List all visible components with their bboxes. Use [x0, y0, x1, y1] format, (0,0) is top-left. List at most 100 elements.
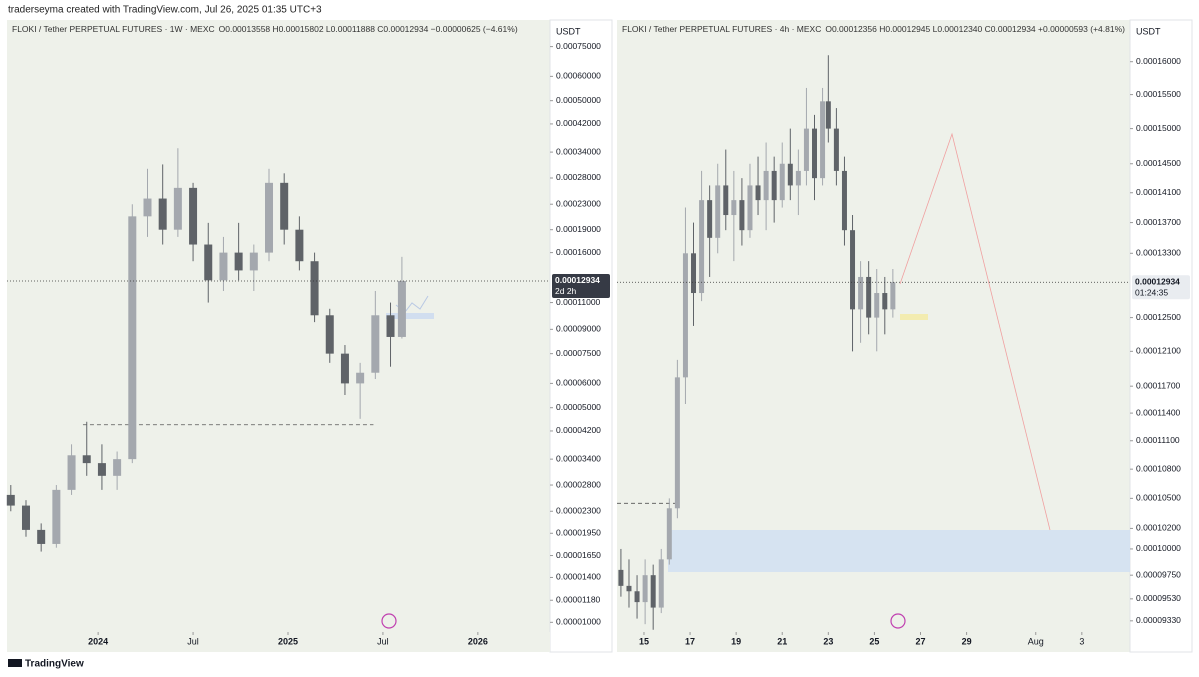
y-tick-label: 0.00060000 [556, 71, 601, 81]
y-tick-label: 0.00009330 [1136, 615, 1181, 625]
candle-body [850, 230, 856, 310]
y-tick-label: 0.00001000 [556, 617, 601, 627]
y-tick-label: 0.00013300 [1136, 248, 1181, 258]
zone-box [900, 314, 928, 320]
candle-body [715, 185, 721, 238]
y-tick-label: 0.00011100 [1136, 435, 1180, 445]
y-tick-label: 0.00006000 [556, 378, 601, 388]
candle-body [265, 182, 274, 253]
event-icon [890, 613, 906, 629]
y-tick-label: 0.00023000 [556, 198, 601, 208]
price-tag-countdown: 01:24:35 [1135, 287, 1168, 297]
y-tick-label: 0.00001950 [556, 528, 601, 538]
candle-body [771, 170, 777, 201]
candle-body [642, 575, 648, 603]
y-tick-label: 0.00016000 [1136, 56, 1181, 66]
x-tick-label: 25 [869, 636, 879, 646]
event-icon [381, 613, 397, 629]
candle-body [699, 200, 705, 294]
candle-body [325, 315, 334, 354]
y-tick-label: 0.00014500 [1136, 158, 1181, 168]
candle-body [634, 591, 640, 603]
y-tick-label: 0.00010200 [1136, 523, 1181, 533]
candle-body [67, 455, 76, 490]
candle-body [143, 198, 152, 217]
y-tick-label: 0.00009750 [1136, 569, 1181, 579]
y-tick-label: 0.00001180 [556, 595, 601, 605]
x-tick-label: 15 [639, 636, 649, 646]
candle-body [658, 559, 664, 608]
price-tag-value: 0.00012934 [1135, 276, 1180, 286]
y-tick-label: 0.00002300 [556, 506, 601, 516]
y-tick-label: 0.00014100 [1136, 187, 1181, 197]
candle-body [820, 101, 826, 179]
x-tick-label: 2024 [88, 636, 108, 646]
x-tick-label: Aug [1028, 636, 1044, 646]
ohlc-text: O0.00013558 H0.00015802 L0.00011888 C0.0… [219, 24, 518, 34]
y-tick-label: 0.00011400 [1136, 407, 1181, 417]
candle-body [97, 463, 106, 476]
y-tick-label: 0.00019000 [556, 224, 601, 234]
candle-body [890, 282, 896, 310]
x-tick-label: 3 [1079, 636, 1084, 646]
x-tick-label: 2025 [278, 636, 298, 646]
y-tick-label: 0.00050000 [556, 95, 601, 105]
chart-pane [7, 20, 550, 652]
y-tick-label: 0.00009530 [1136, 593, 1181, 603]
chart: FLOKI / Tether PERPETUAL FUTURES · 1W · … [6, 24, 610, 646]
candle-body [682, 253, 688, 378]
y-tick-label: 0.00034000 [556, 146, 601, 156]
candle-body [234, 252, 243, 271]
candle-body [397, 280, 406, 337]
y-tick-label: 0.00012100 [1136, 346, 1181, 356]
candle-body [204, 244, 213, 281]
y-tick-label: 0.00001650 [556, 550, 601, 560]
candle-body [173, 187, 182, 230]
candle-body [755, 185, 761, 201]
candle-body [812, 128, 818, 179]
candle-body [158, 198, 167, 230]
price-tag [1132, 275, 1190, 300]
symbol-title: FLOKI / Tether PERPETUAL FUTURES · 4h · … [622, 24, 821, 34]
x-tick-label: 23 [823, 636, 833, 646]
y-tick-label: 0.00010800 [1136, 463, 1181, 473]
candle-body [731, 200, 737, 216]
y-tick-label: 0.00010000 [1136, 543, 1181, 553]
y-tick-label: 0.00007500 [556, 348, 601, 358]
candle-body [249, 252, 258, 271]
candle-body [219, 252, 228, 281]
candle-body [340, 353, 349, 384]
x-tick-label: 17 [685, 636, 695, 646]
symbol-title: FLOKI / Tether PERPETUAL FUTURES · 1W · … [12, 24, 215, 34]
candle-body [82, 455, 91, 464]
candle-body [618, 569, 624, 586]
y-tick-label: 0.00011700 [1136, 380, 1181, 390]
candle-body [747, 185, 753, 231]
logo-mark [8, 659, 22, 667]
x-tick-label: 21 [777, 636, 787, 646]
y-tick-label: 0.00003400 [556, 453, 601, 463]
candle-body [386, 315, 395, 337]
y-tick-label: 0.00011000 [556, 297, 601, 307]
y-tick-label: 0.00042000 [556, 118, 601, 128]
candle-body [674, 377, 680, 509]
y-tick-label: 0.00001400 [556, 572, 601, 582]
footer-brand: TradingView [25, 659, 84, 670]
candle-body [866, 276, 872, 318]
candle-body [691, 253, 697, 294]
candle-body [803, 128, 809, 171]
x-tick-label: Jul [377, 636, 389, 646]
candle-body [6, 494, 15, 506]
candle-body [52, 489, 61, 544]
price-tag-value: 0.00012934 [555, 275, 600, 285]
candle-body [833, 128, 839, 171]
candle-body [874, 293, 880, 318]
y-tick-label: 0.00004200 [556, 425, 601, 435]
y-tick-label: 0.00016000 [556, 247, 601, 257]
candle-body [189, 187, 198, 245]
header-text: traderseyma created with TradingView.com… [8, 5, 322, 16]
candle-body [666, 508, 672, 560]
candle-body [626, 585, 632, 592]
